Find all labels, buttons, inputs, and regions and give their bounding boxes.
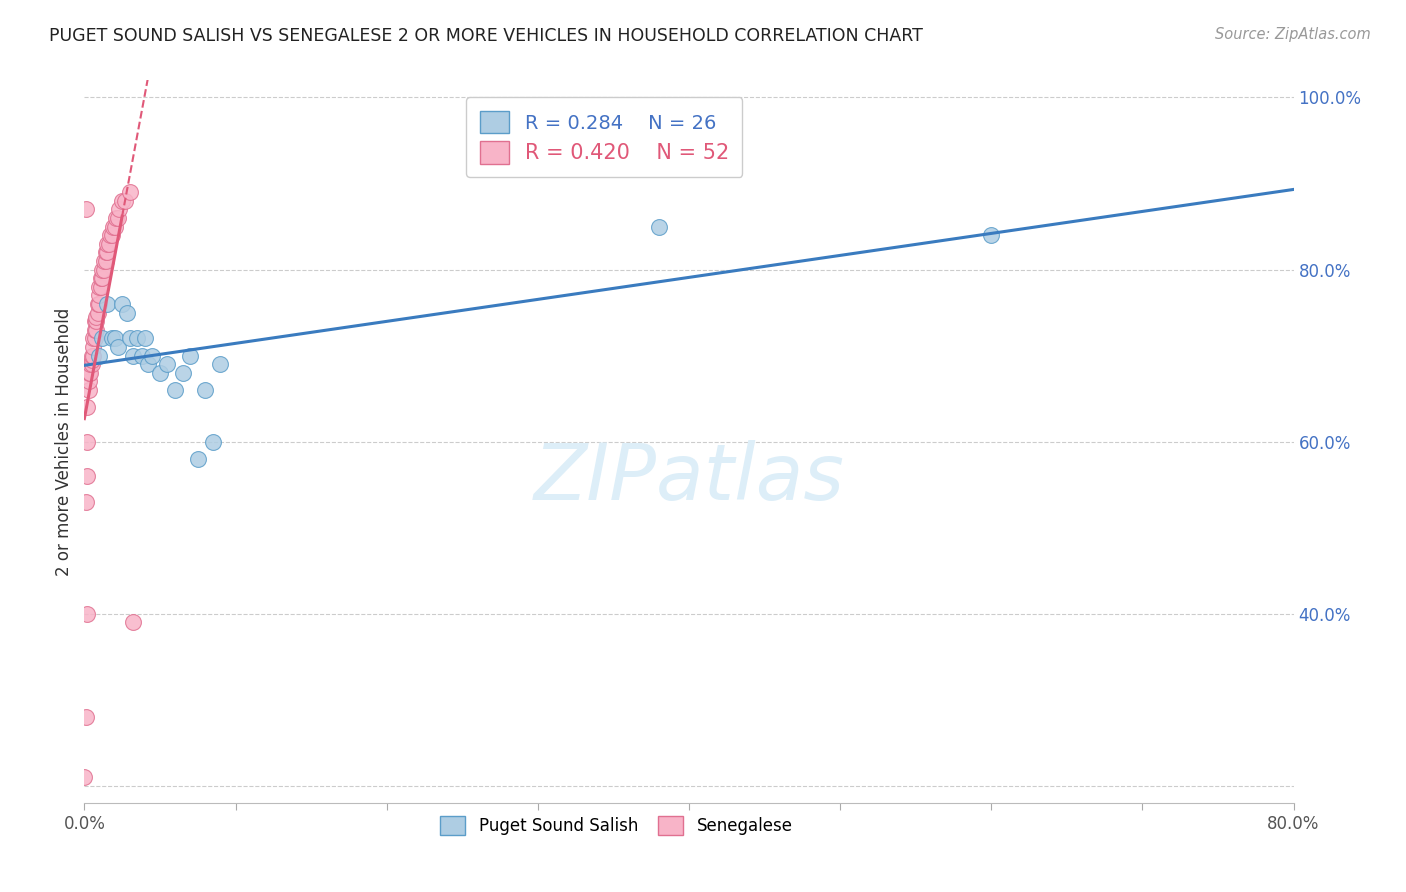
Text: Source: ZipAtlas.com: Source: ZipAtlas.com bbox=[1215, 27, 1371, 42]
Point bbox=[80, 352, 103, 367]
Text: PUGET SOUND SALISH VS SENEGALESE 2 OR MORE VEHICLES IN HOUSEHOLD CORRELATION CHA: PUGET SOUND SALISH VS SENEGALESE 2 OR MO… bbox=[49, 27, 924, 45]
Point bbox=[187, 451, 209, 466]
Point bbox=[107, 340, 129, 354]
Point bbox=[86, 323, 108, 337]
Point bbox=[111, 194, 134, 208]
Point bbox=[80, 349, 103, 363]
Point bbox=[89, 288, 111, 302]
Point bbox=[89, 297, 111, 311]
Point bbox=[201, 434, 224, 449]
Point bbox=[94, 245, 117, 260]
Point bbox=[107, 211, 129, 225]
Point bbox=[91, 331, 114, 345]
Point bbox=[75, 202, 97, 217]
Point bbox=[77, 375, 100, 389]
Point bbox=[115, 305, 138, 319]
Point bbox=[118, 331, 141, 345]
Point bbox=[96, 297, 118, 311]
Point bbox=[108, 202, 131, 217]
Point bbox=[76, 607, 98, 621]
Point bbox=[76, 400, 98, 414]
Point bbox=[93, 262, 115, 277]
Point bbox=[96, 245, 118, 260]
Text: ZIPatlas: ZIPatlas bbox=[533, 440, 845, 516]
Point bbox=[84, 323, 107, 337]
Point bbox=[101, 219, 124, 234]
Point bbox=[86, 310, 108, 324]
Point bbox=[75, 710, 97, 724]
Point bbox=[82, 349, 104, 363]
Point bbox=[84, 331, 107, 345]
Point bbox=[76, 469, 98, 483]
Point bbox=[134, 331, 156, 345]
Point bbox=[648, 219, 671, 234]
Point bbox=[136, 357, 159, 371]
Point bbox=[89, 279, 111, 293]
Point bbox=[76, 434, 98, 449]
Point bbox=[156, 357, 179, 371]
Point bbox=[93, 253, 115, 268]
Point bbox=[79, 366, 101, 380]
Point bbox=[87, 297, 110, 311]
Point bbox=[73, 770, 96, 784]
Point bbox=[121, 615, 143, 630]
Point bbox=[141, 349, 163, 363]
Point bbox=[100, 331, 122, 345]
Point bbox=[194, 383, 217, 397]
Point bbox=[94, 253, 117, 268]
Point bbox=[77, 366, 100, 380]
Point bbox=[90, 271, 112, 285]
Point bbox=[98, 228, 121, 243]
Point bbox=[77, 383, 100, 397]
Y-axis label: 2 or more Vehicles in Household: 2 or more Vehicles in Household bbox=[55, 308, 73, 575]
Point bbox=[114, 194, 136, 208]
Point bbox=[79, 357, 101, 371]
Point bbox=[80, 357, 103, 371]
Point bbox=[96, 236, 118, 251]
Legend: Puget Sound Salish, Senegalese: Puget Sound Salish, Senegalese bbox=[433, 809, 799, 841]
Point bbox=[91, 262, 114, 277]
Point bbox=[104, 219, 127, 234]
Point bbox=[179, 349, 201, 363]
Point bbox=[91, 271, 114, 285]
Point bbox=[121, 349, 143, 363]
Point bbox=[104, 331, 127, 345]
Point bbox=[118, 185, 141, 199]
Point bbox=[131, 349, 153, 363]
Point bbox=[111, 297, 134, 311]
Point bbox=[89, 349, 111, 363]
Point bbox=[165, 383, 187, 397]
Point bbox=[82, 340, 104, 354]
Point bbox=[980, 228, 1002, 243]
Point bbox=[149, 366, 172, 380]
Point bbox=[172, 366, 194, 380]
Point bbox=[100, 228, 122, 243]
Point bbox=[127, 331, 149, 345]
Point bbox=[86, 314, 108, 328]
Point bbox=[75, 494, 97, 508]
Point bbox=[87, 305, 110, 319]
Point bbox=[209, 357, 232, 371]
Point bbox=[97, 236, 120, 251]
Point bbox=[84, 314, 107, 328]
Point bbox=[105, 211, 128, 225]
Point bbox=[90, 279, 112, 293]
Point bbox=[82, 331, 104, 345]
